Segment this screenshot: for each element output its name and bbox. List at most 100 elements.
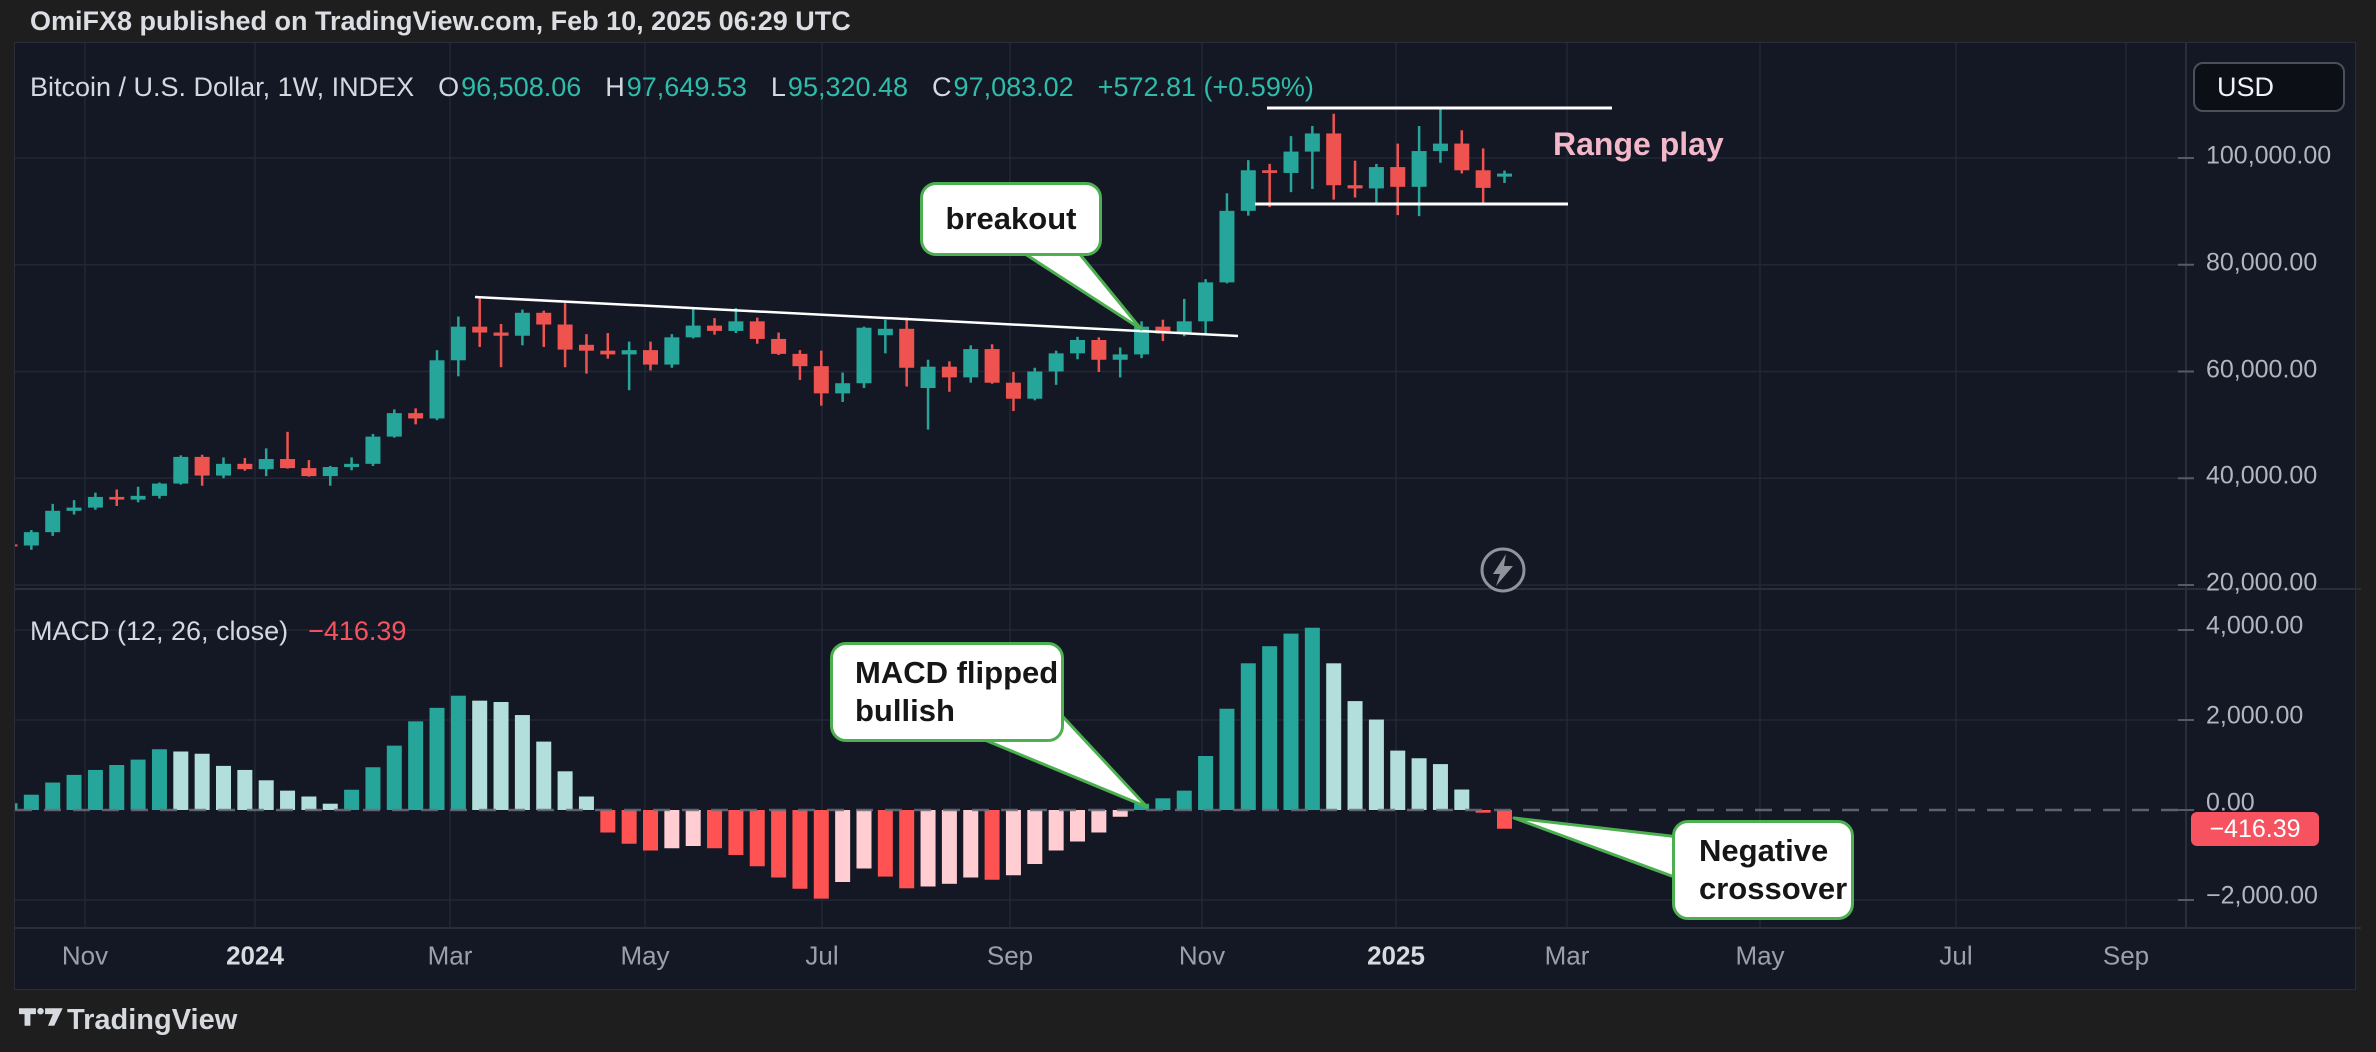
- candle-down: [1005, 382, 1021, 399]
- macd-bar: [536, 741, 552, 810]
- macd-bar: [557, 771, 573, 810]
- descending-trendline[interactable]: [474, 295, 1239, 338]
- candle-up: [728, 321, 744, 331]
- candle-down: [707, 325, 723, 331]
- macd-bar: [621, 810, 637, 844]
- candle-up: [344, 463, 360, 468]
- candle-up: [1240, 170, 1256, 211]
- footer-brand-text[interactable]: TradingView: [67, 1004, 238, 1036]
- currency-button[interactable]: USD: [2193, 62, 2345, 112]
- candle-up: [664, 337, 680, 365]
- candle-down: [899, 328, 915, 368]
- macd-title: MACD (12, 26, close): [30, 616, 289, 646]
- candle-up: [685, 325, 701, 338]
- macd-bar: [1411, 758, 1427, 810]
- macd-bar: [87, 769, 103, 810]
- candle-up: [856, 327, 872, 384]
- macd-bar: [45, 782, 61, 810]
- candle-down: [1262, 170, 1278, 173]
- callout-tail: [1021, 250, 1143, 331]
- candle-up: [1411, 151, 1427, 187]
- candle-down: [472, 326, 488, 333]
- macd-bar: [1155, 798, 1171, 810]
- macd-bar: [322, 803, 338, 810]
- candle-down: [194, 456, 210, 476]
- candle-down: [301, 468, 317, 477]
- candle-up: [1198, 282, 1214, 322]
- candle-up: [877, 328, 893, 336]
- ohlc-close: C 97,083.02: [932, 72, 1074, 102]
- candle-up: [1070, 340, 1085, 354]
- ohlc-low: L 95,320.48: [770, 72, 909, 102]
- candle-down: [557, 324, 573, 350]
- candle-down: [280, 459, 296, 469]
- candle-down: [1155, 326, 1171, 334]
- macd-bar: [771, 810, 787, 878]
- macd-bar: [792, 810, 808, 889]
- time-axis-label: Sep: [2102, 940, 2150, 971]
- published-attribution: OmiFX8 published on TradingView.com, Feb…: [30, 6, 851, 36]
- candle-up: [1368, 167, 1384, 189]
- candle-down: [1454, 143, 1470, 171]
- time-axis-label: May: [620, 940, 670, 971]
- annotation-range-play[interactable]: Range play: [1553, 126, 1724, 162]
- candle-down: [408, 413, 424, 419]
- macd-bar: [173, 751, 189, 810]
- candle-up: [1283, 151, 1299, 173]
- macd-bar: [835, 810, 851, 882]
- macd-bar: [301, 796, 317, 810]
- macd-bar: [194, 753, 210, 810]
- candle-down: [578, 344, 594, 351]
- tradingview-logo-icon[interactable]: [19, 1004, 63, 1030]
- axis-price-label: 40,000.00: [2206, 461, 2318, 490]
- candle-down: [493, 332, 509, 336]
- annotation-negative-crossover[interactable]: Negative crossover: [1672, 820, 1854, 920]
- macd-bar: [258, 780, 274, 810]
- macd-bar: [237, 769, 253, 810]
- annotation-macd-flipped[interactable]: MACD flipped bullish: [830, 642, 1064, 742]
- annotation-breakout[interactable]: breakout: [920, 182, 1102, 256]
- macd-bar: [151, 749, 167, 810]
- axis-price-label: 2,000.00: [2206, 701, 2304, 730]
- candle-down: [1326, 133, 1342, 186]
- macd-bar: [15, 803, 18, 810]
- candle-up: [173, 456, 189, 484]
- macd-value: −416.39: [308, 616, 407, 646]
- macd-bar: [365, 767, 381, 810]
- candle-up: [1497, 173, 1512, 177]
- axis-price-label: 100,000.00: [2206, 141, 2332, 170]
- candle-down: [941, 366, 957, 378]
- macd-bar: [1347, 701, 1363, 810]
- macd-bar: [472, 700, 488, 810]
- macd-bar: [1283, 633, 1299, 810]
- time-axis-label: May: [1735, 940, 1785, 971]
- macd-bar: [130, 759, 146, 810]
- chart-surface[interactable]: [14, 42, 2356, 990]
- macd-bar: [514, 715, 530, 810]
- candle-up: [514, 312, 530, 336]
- macd-bar: [600, 810, 616, 833]
- candle-down: [1091, 340, 1107, 360]
- macd-bar: [877, 810, 893, 877]
- candle-up: [450, 326, 466, 361]
- time-axis-label: Jul: [805, 940, 839, 971]
- candle-up: [1112, 354, 1128, 360]
- axis-price-label: −2,000.00: [2206, 881, 2318, 910]
- candle-down: [984, 349, 1000, 383]
- axis-price-label: 80,000.00: [2206, 248, 2318, 277]
- macd-bar: [408, 721, 424, 810]
- symbol-legend[interactable]: Bitcoin / U.S. Dollar, 1W, INDEX O 96,508…: [30, 72, 1314, 103]
- footer-bar: [0, 990, 2376, 1052]
- macd-bar: [1219, 708, 1235, 810]
- macd-bar: [344, 789, 360, 810]
- macd-bar: [963, 810, 979, 878]
- candle-down: [1475, 170, 1491, 188]
- macd-legend[interactable]: MACD (12, 26, close) −416.39: [30, 616, 406, 647]
- macd-bar: [920, 810, 936, 887]
- time-axis-label: Nov: [1178, 940, 1226, 971]
- time-axis-label: Nov: [61, 940, 109, 971]
- macd-bar: [493, 702, 509, 810]
- macd-bar: [899, 810, 915, 889]
- candle-up: [1048, 353, 1064, 372]
